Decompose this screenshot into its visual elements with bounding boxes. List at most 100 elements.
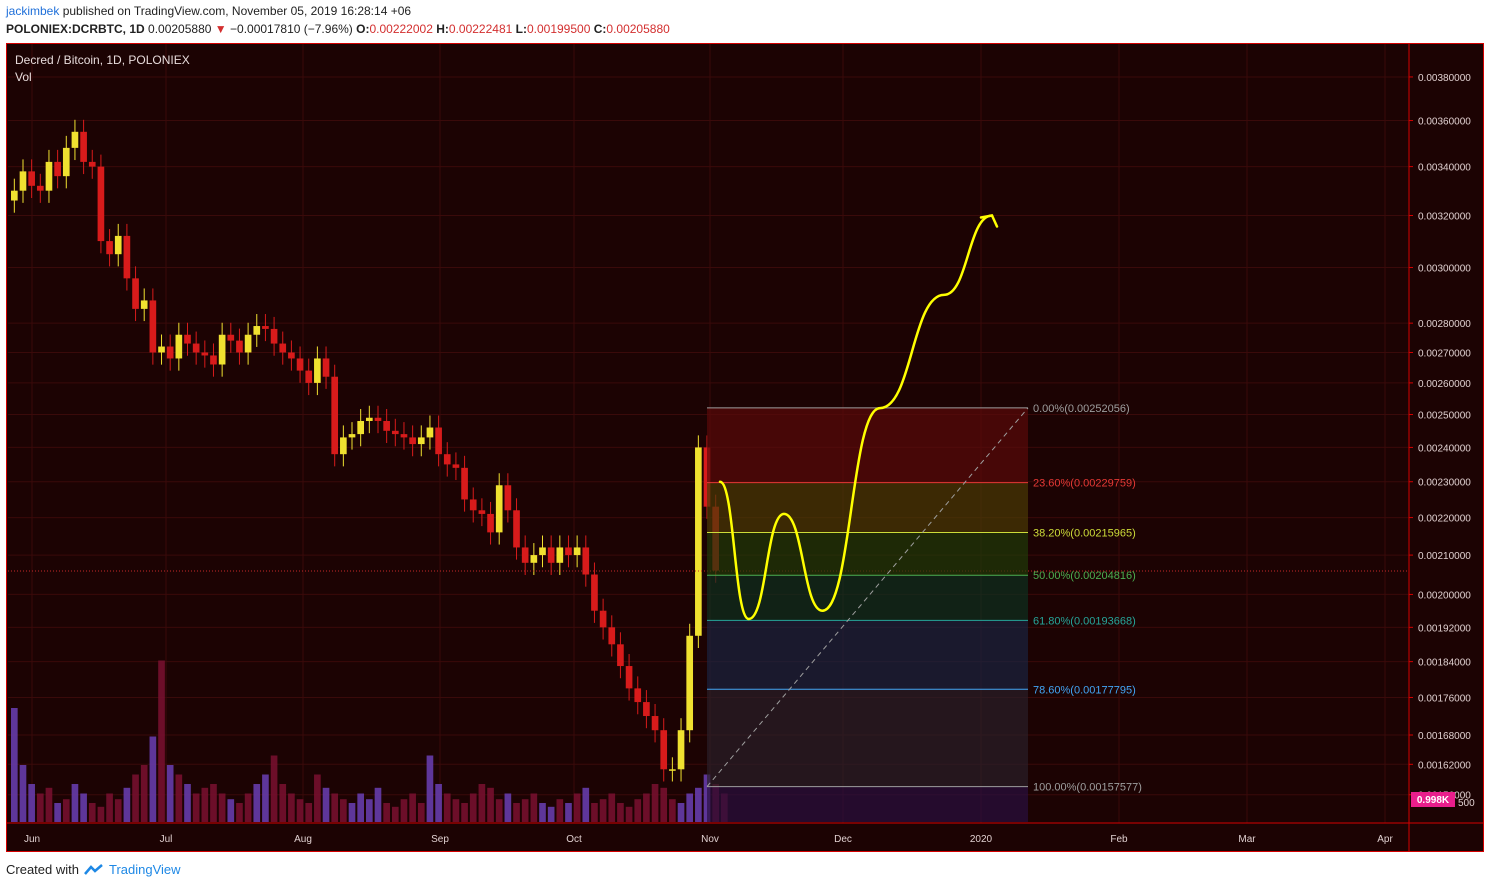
y-tick-label: 0.00320000 bbox=[1418, 211, 1471, 222]
volume-bar bbox=[400, 799, 408, 822]
volume-bar bbox=[132, 774, 139, 822]
fib-zone bbox=[707, 532, 1028, 576]
volume-badge bbox=[1411, 792, 1455, 807]
volume-bar bbox=[547, 806, 555, 822]
candle-body bbox=[651, 716, 659, 731]
candle-body bbox=[435, 427, 442, 455]
candle-body bbox=[305, 370, 313, 383]
fib-level-label: 100.00%(0.00157577) bbox=[1033, 782, 1142, 794]
y-tick-label: 0.00176000 bbox=[1418, 693, 1471, 704]
candle-body bbox=[340, 437, 347, 455]
candle-body bbox=[45, 161, 53, 191]
volume-bar bbox=[443, 793, 451, 822]
volume-bar bbox=[158, 660, 165, 822]
volume-bar bbox=[669, 799, 676, 822]
y-tick-label: 0.00168000 bbox=[1418, 731, 1471, 742]
candle-body bbox=[11, 190, 18, 201]
candle-body bbox=[383, 420, 390, 431]
volume-bar bbox=[244, 793, 252, 822]
volume-bar bbox=[11, 708, 18, 822]
volume-bar bbox=[106, 793, 113, 822]
projection-curve bbox=[718, 214, 994, 621]
volume-axis-label: 500 bbox=[1458, 798, 1475, 809]
x-tick-label: Oct bbox=[566, 834, 582, 845]
tradingview-brand[interactable]: TradingView bbox=[108, 862, 181, 877]
volume-bar bbox=[695, 787, 702, 822]
candle-body bbox=[184, 334, 191, 344]
volume-bar bbox=[556, 799, 564, 822]
volume-bar bbox=[262, 774, 269, 822]
x-tick-label: Mar bbox=[1238, 834, 1256, 845]
volume-indicator-label: Vol bbox=[15, 70, 32, 84]
volume-bar bbox=[140, 765, 148, 822]
volume-bar bbox=[417, 803, 425, 822]
volume-bar bbox=[383, 803, 390, 822]
volume-bar bbox=[175, 774, 183, 822]
volume-bar bbox=[591, 803, 598, 822]
volume-bar bbox=[573, 793, 581, 822]
candle-body bbox=[357, 420, 364, 435]
candle-body bbox=[166, 346, 174, 359]
volume-bar bbox=[651, 784, 659, 822]
y-tick-label: 0.00200000 bbox=[1418, 590, 1471, 601]
candle-body bbox=[452, 464, 460, 468]
volume-bar bbox=[166, 765, 174, 822]
volume-bar bbox=[686, 793, 694, 822]
fib-zone bbox=[707, 407, 1028, 483]
volume-bar bbox=[210, 784, 217, 822]
candle-body bbox=[556, 547, 564, 563]
fib-level-label: 50.00%(0.00204816) bbox=[1033, 570, 1136, 582]
candle-body bbox=[625, 666, 633, 689]
created-with-text: Created with bbox=[6, 862, 79, 877]
author-link[interactable]: jackimbek bbox=[6, 4, 60, 18]
candle-body bbox=[409, 437, 416, 445]
close-value: 0.00205880 bbox=[606, 22, 670, 36]
fib-zone bbox=[707, 620, 1028, 690]
candle-body bbox=[487, 513, 494, 533]
fib-zone bbox=[707, 689, 1028, 787]
price-change: −0.00017810 (−7.96%) bbox=[230, 22, 353, 36]
volume-bar bbox=[452, 799, 460, 822]
candle-body bbox=[513, 510, 520, 548]
volume-bar bbox=[80, 793, 87, 822]
volume-bar bbox=[322, 787, 330, 822]
volume-bar bbox=[357, 793, 364, 822]
fib-level-label: 78.60%(0.00177795) bbox=[1033, 684, 1136, 696]
x-tick-label: Jun bbox=[24, 834, 40, 845]
candle-body bbox=[201, 352, 209, 356]
high-label: H: bbox=[436, 22, 449, 36]
candle-body bbox=[62, 147, 70, 177]
volume-bar bbox=[487, 787, 494, 822]
candle-body bbox=[262, 326, 269, 329]
candle-body bbox=[88, 161, 96, 167]
volume-bar bbox=[582, 787, 590, 822]
volume-bar bbox=[54, 803, 61, 822]
candle-body bbox=[270, 328, 278, 344]
volume-bar bbox=[270, 755, 278, 822]
y-tick-label: 0.00380000 bbox=[1418, 73, 1471, 84]
candle-body bbox=[669, 769, 676, 771]
y-tick-label: 0.00250000 bbox=[1418, 411, 1471, 422]
volume-bar bbox=[625, 806, 633, 822]
volume-bar bbox=[366, 799, 373, 822]
candle-body bbox=[504, 485, 512, 511]
y-tick-label: 0.00240000 bbox=[1418, 443, 1471, 454]
fib-level-label: 61.80%(0.00193668) bbox=[1033, 615, 1136, 627]
volume-bar bbox=[521, 799, 529, 822]
symbol-info: POLONIEX:DCRBTC, 1D 0.00205880 ▼ −0.0001… bbox=[6, 22, 670, 36]
candle-body bbox=[495, 485, 503, 533]
y-tick-label: 0.00300000 bbox=[1418, 264, 1471, 275]
candle-body bbox=[192, 343, 200, 353]
volume-bar bbox=[599, 799, 607, 822]
candle-body bbox=[478, 510, 486, 514]
candle-body bbox=[565, 547, 572, 556]
open-label: O: bbox=[356, 22, 370, 36]
candle-body bbox=[279, 343, 287, 353]
volume-bar bbox=[279, 784, 287, 822]
candle-body bbox=[97, 166, 105, 242]
volume-bar bbox=[28, 784, 35, 822]
volume-bar bbox=[88, 803, 96, 822]
volume-bar bbox=[314, 774, 321, 822]
volume-bar bbox=[36, 793, 44, 822]
